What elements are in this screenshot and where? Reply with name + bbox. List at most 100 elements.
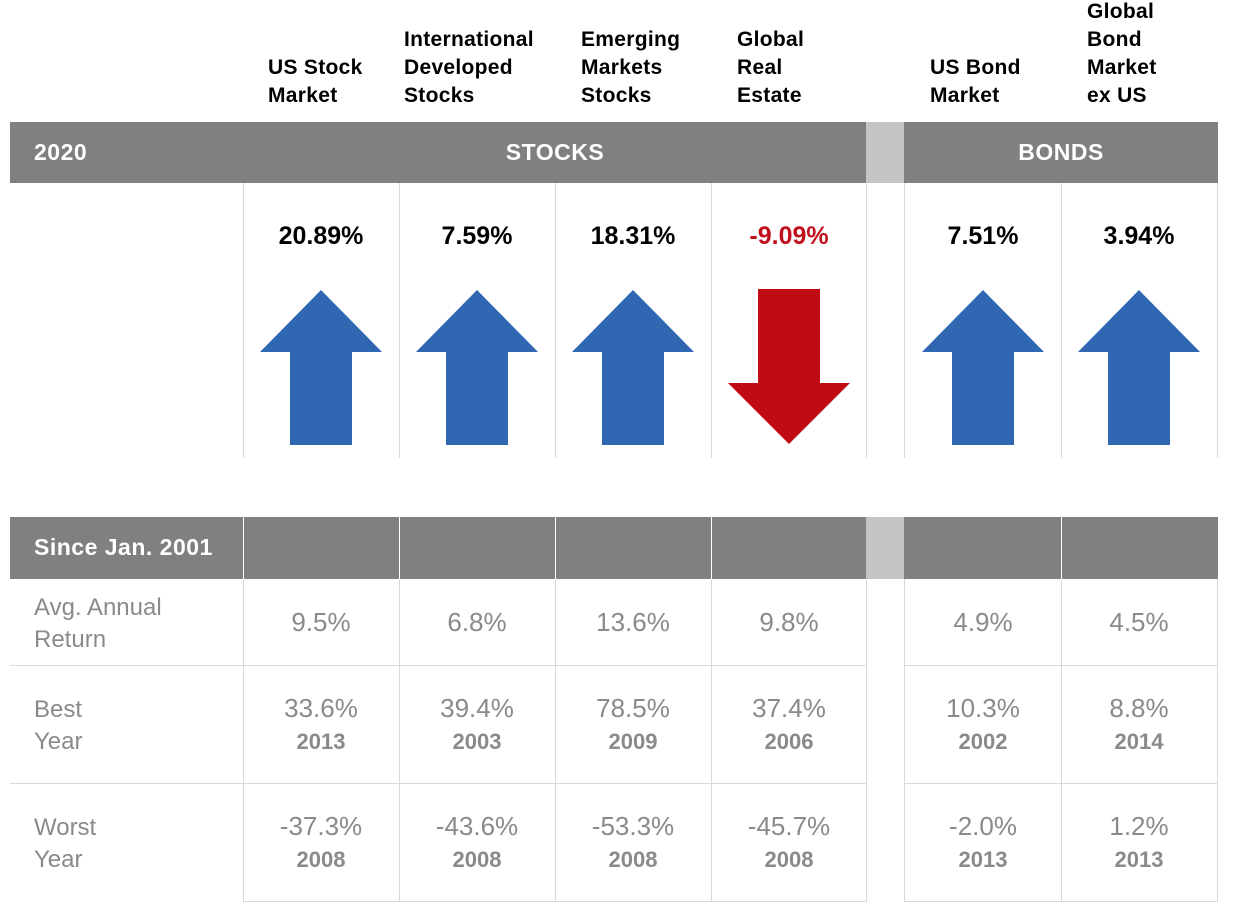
- column-header-line: Global: [737, 28, 805, 51]
- grid-vertical-line: [1061, 183, 1062, 458]
- worst-year-cell: -37.3% 2008: [243, 810, 399, 876]
- return-2020-value: -9.09%: [749, 222, 829, 250]
- grid-vertical-line: [1061, 579, 1062, 902]
- worst-label-line2: Year: [34, 846, 83, 873]
- grid-horizontal-line: [904, 665, 1218, 666]
- column-header: Global Real Estate: [737, 26, 804, 110]
- worst-year-cell: 1.2% 2013: [1061, 810, 1217, 876]
- grid-vertical-line: [711, 183, 712, 458]
- column-header-line: US Bond: [930, 56, 1021, 79]
- worst-year-cell: -2.0% 2013: [905, 810, 1061, 876]
- grid-vertical-line: [243, 183, 244, 458]
- avg-return-value: 9.8%: [759, 607, 819, 637]
- column-header-line: Bond: [1087, 28, 1142, 51]
- arrow-shape: [260, 290, 382, 445]
- grid-vertical-line: [711, 579, 712, 902]
- since-header-bar: [10, 517, 866, 579]
- up-arrow-icon: [572, 290, 694, 445]
- worst-year-cell: -45.7% 2008: [711, 810, 867, 876]
- worst-year-value: 2008: [452, 847, 502, 872]
- best-year-label: Best Year: [34, 694, 83, 758]
- worst-year-value: 2013: [1114, 847, 1164, 872]
- column-header-line: Market: [930, 84, 1000, 107]
- best-return-value: 78.5%: [596, 693, 670, 723]
- column-header: Emerging Markets Stocks: [581, 26, 680, 110]
- since-gap: [866, 517, 904, 579]
- grid-vertical-line: [243, 579, 244, 902]
- grid-vertical-line: [1061, 517, 1062, 579]
- grid-vertical-line: [1217, 579, 1218, 902]
- since-label: Since Jan. 2001: [34, 534, 213, 560]
- grid-vertical-line: [555, 183, 556, 458]
- arrow-shape: [416, 290, 538, 445]
- column-header-line: Stocks: [404, 84, 475, 107]
- up-arrow-icon: [260, 290, 382, 445]
- avg-return-cell: 6.8%: [399, 606, 555, 639]
- return-2020-value: 18.31%: [590, 222, 676, 250]
- up-arrow-icon: [416, 290, 538, 445]
- grid-vertical-line: [866, 183, 867, 458]
- arrow-shape: [572, 290, 694, 445]
- worst-return-value: -2.0%: [949, 811, 1017, 841]
- year-header-bar: [10, 122, 866, 183]
- best-return-value: 37.4%: [752, 693, 826, 723]
- worst-return-value: -53.3%: [591, 811, 675, 841]
- best-return-value: 8.8%: [1109, 693, 1169, 723]
- grid-vertical-line: [904, 183, 905, 458]
- up-arrow-icon: [1078, 290, 1200, 445]
- down-arrow-icon: [728, 289, 850, 444]
- grid-vertical-line: [243, 517, 244, 579]
- stocks-label: STOCKS: [505, 139, 605, 165]
- best-year-value: 2003: [452, 729, 502, 754]
- arrow-shape: [728, 289, 850, 444]
- best-year-cell: 10.3% 2002: [905, 692, 1061, 758]
- best-year-cell: 37.4% 2006: [711, 692, 867, 758]
- best-year-value: 2006: [764, 729, 814, 754]
- worst-year-cell: -53.3% 2008: [555, 810, 711, 876]
- best-year-value: 2002: [958, 729, 1008, 754]
- avg-return-label: Avg. Annual Return: [34, 592, 162, 656]
- grid-horizontal-line: [904, 901, 1218, 902]
- bonds-label: BONDS: [1018, 139, 1104, 165]
- best-label-line2: Year: [34, 728, 83, 755]
- column-header-line: Global: [1087, 0, 1155, 23]
- grid-vertical-line: [399, 517, 400, 579]
- column-header-line: Developed: [404, 56, 513, 79]
- column-header-line: Market: [268, 84, 338, 107]
- grid-horizontal-line: [904, 783, 1218, 784]
- grid-horizontal-line: [10, 783, 866, 784]
- grid-horizontal-line: [243, 901, 866, 902]
- grid-vertical-line: [555, 579, 556, 902]
- column-header-line: Market: [1087, 56, 1157, 79]
- worst-year-value: 2008: [764, 847, 814, 872]
- year-label: 2020: [34, 139, 88, 165]
- grid-vertical-line: [399, 579, 400, 902]
- arrow-shape: [922, 290, 1044, 445]
- best-year-cell: 78.5% 2009: [555, 692, 711, 758]
- worst-return-value: -37.3%: [279, 811, 363, 841]
- grid-horizontal-line: [10, 665, 866, 666]
- worst-year-label: Worst Year: [34, 812, 96, 876]
- column-header: International Developed Stocks: [404, 26, 534, 110]
- bonds-header-bar: [904, 122, 1218, 183]
- avg-label-line2: Return: [34, 626, 107, 653]
- grid-vertical-line: [711, 517, 712, 579]
- worst-return-value: -43.6%: [435, 811, 519, 841]
- best-year-value: 2014: [1114, 729, 1164, 754]
- column-header-line: Estate: [737, 84, 802, 107]
- column-header: US Bond Market: [930, 54, 1021, 110]
- worst-return-value: -45.7%: [747, 811, 831, 841]
- arrow-shape: [1078, 290, 1200, 445]
- worst-return-value: 1.2%: [1109, 811, 1169, 841]
- return-2020-value: 7.59%: [441, 222, 513, 250]
- grid-vertical-line: [866, 579, 867, 902]
- column-header-line: Stocks: [581, 84, 652, 107]
- best-year-value: 2013: [296, 729, 346, 754]
- best-year-cell: 39.4% 2003: [399, 692, 555, 758]
- avg-return-cell: 4.5%: [1061, 606, 1217, 639]
- column-header-line: International: [404, 28, 534, 51]
- avg-return-value: 4.9%: [953, 607, 1013, 637]
- avg-return-value: 6.8%: [447, 607, 507, 637]
- best-return-value: 33.6%: [284, 693, 358, 723]
- best-year-cell: 33.6% 2013: [243, 692, 399, 758]
